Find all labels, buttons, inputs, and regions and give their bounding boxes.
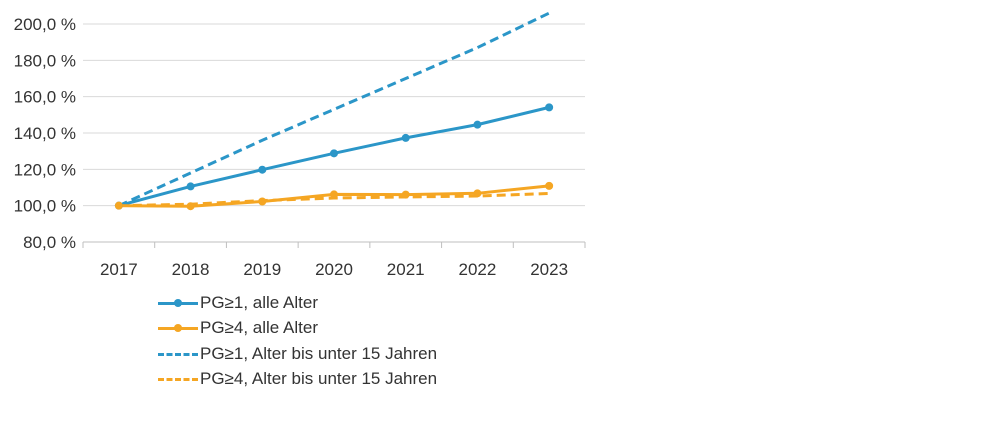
x-tick-label: 2018 [172,260,210,279]
data-point [330,190,338,199]
legend-label: PG≥4, alle Alter [200,318,318,338]
gridlines [83,23,585,207]
data-point [473,189,482,198]
y-tick-label: 80,0 % [23,233,76,252]
data-point [114,201,123,210]
legend-swatch [158,322,198,334]
y-axis-ticks: 80,0 % 100,0 % 120,0 % 140,0 % 160,0 % 180,0 … [14,15,76,252]
y-tick-label: 200,0 % [14,15,76,34]
series-markers [114,103,554,211]
y-tick-label: 100,0 % [14,197,76,216]
series-lines [118,11,550,208]
legend: PG≥1, alle Alter PG≥4, alle Alter PG≥1, Al… [158,290,437,392]
data-point [545,103,554,112]
data-point [258,197,267,206]
y-tick-label: 140,0 % [14,124,76,143]
y-tick-label: 160,0 % [14,88,76,107]
series-line [118,11,550,208]
x-tick-label: 2020 [315,260,353,279]
legend-label: PG≥1, Alter bis unter 15 Jahren [200,343,438,363]
data-point [186,182,195,191]
legend-item: PG≥1, Alter bis unter 15 Jahren [158,341,437,367]
legend-item: PG≥4, Alter bis unter 15 Jahren [158,367,437,393]
legend-swatch [158,373,198,385]
data-point [545,181,554,190]
x-tick-label: 2022 [459,260,497,279]
x-tick-label: 2019 [243,260,281,279]
legend-label: PG≥4, Alter bis unter 15 Jahren [200,369,438,389]
x-tick-label: 2021 [387,260,425,279]
y-tick-label: 180,0 % [14,51,76,70]
y-tick-label: 120,0 % [14,160,76,179]
legend-item: PG≥4, alle Alter [158,316,437,342]
data-point [401,133,410,142]
x-axis-ticks: 2017 2018 2019 2020 2021 2022 2023 [100,260,568,279]
x-tick-label: 2023 [530,260,568,279]
data-point [258,165,267,174]
legend-swatch [158,297,198,309]
axes [82,241,586,248]
x-tick-label: 2017 [100,260,138,279]
data-point [401,190,410,199]
legend-swatch [158,348,198,360]
data-point [330,149,338,158]
legend-item: PG≥1, alle Alter [158,290,437,316]
legend-label: PG≥1, alle Alter [200,292,318,312]
data-point [186,202,195,211]
data-point [473,120,482,129]
